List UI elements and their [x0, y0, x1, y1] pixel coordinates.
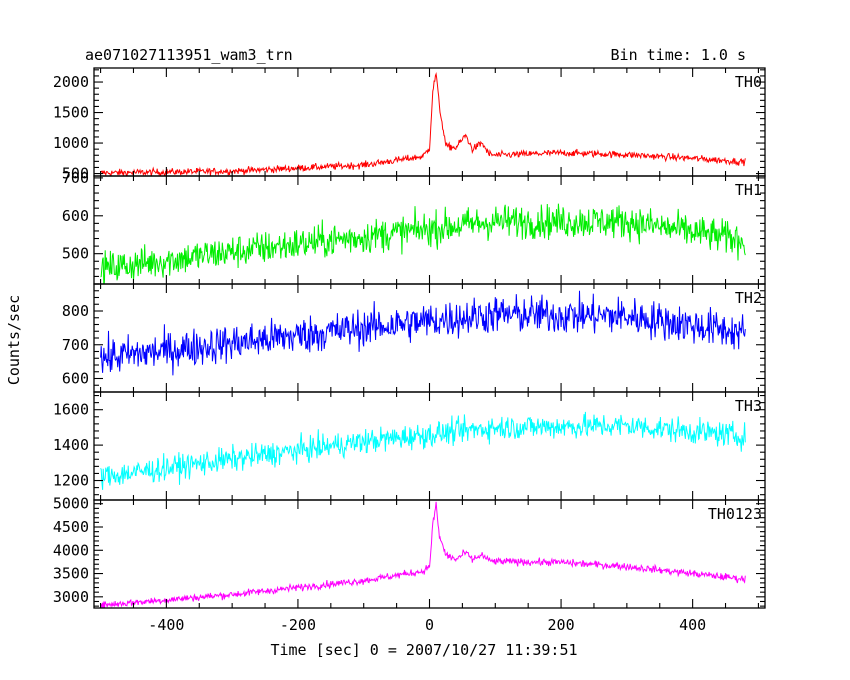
y-tick-label: 1400 — [53, 436, 89, 454]
y-axis-label: Counts/sec — [5, 295, 23, 385]
chart-title: ae071027113951_wam3_trn — [85, 46, 293, 64]
x-tick-label: -200 — [280, 616, 316, 634]
series-line-th1 — [100, 203, 746, 284]
x-tick-label: 400 — [679, 616, 706, 634]
panel-label-th1: TH1 — [735, 181, 762, 199]
series-line-th0123 — [100, 501, 746, 608]
series-line-th2 — [100, 290, 746, 376]
panels-group: TH0500100015002000TH1500600700TH26007008… — [53, 67, 766, 634]
y-tick-label: 500 — [62, 165, 89, 183]
panel-label-th2: TH2 — [735, 289, 762, 307]
y-tick-label: 4500 — [53, 518, 89, 536]
y-tick-label: 600 — [62, 207, 89, 225]
y-tick-label: 1000 — [53, 134, 89, 152]
y-tick-label: 500 — [62, 245, 89, 263]
y-tick-label: 800 — [62, 302, 89, 320]
series-line-th0 — [100, 72, 746, 176]
y-tick-label: 700 — [62, 336, 89, 354]
y-tick-label: 4000 — [53, 541, 89, 559]
series-line-th3 — [100, 411, 746, 490]
x-tick-label: -400 — [148, 616, 184, 634]
panel-label-th0123: TH0123 — [708, 505, 762, 523]
y-tick-label: 3000 — [53, 588, 89, 606]
panel-label-th0: TH0 — [735, 73, 762, 91]
y-tick-label: 700 — [62, 169, 89, 187]
y-tick-label: 1500 — [53, 104, 89, 122]
x-tick-label: 200 — [548, 616, 575, 634]
x-axis-label: Time [sec] 0 = 2007/10/27 11:39:51 — [270, 641, 577, 659]
panel-frame — [93, 67, 766, 177]
y-tick-label: 2000 — [53, 73, 89, 91]
bin-time-label: Bin time: 1.0 s — [611, 46, 746, 64]
panel-label-th3: TH3 — [735, 397, 762, 415]
y-tick-label: 3500 — [53, 565, 89, 583]
x-tick-label: 0 — [425, 616, 434, 634]
y-tick-label: 600 — [62, 370, 89, 388]
y-tick-label: 1200 — [53, 472, 89, 490]
y-tick-label: 5000 — [53, 495, 89, 513]
panel-frame — [93, 391, 766, 501]
panel-frame — [93, 499, 766, 609]
y-tick-label: 1600 — [53, 401, 89, 419]
